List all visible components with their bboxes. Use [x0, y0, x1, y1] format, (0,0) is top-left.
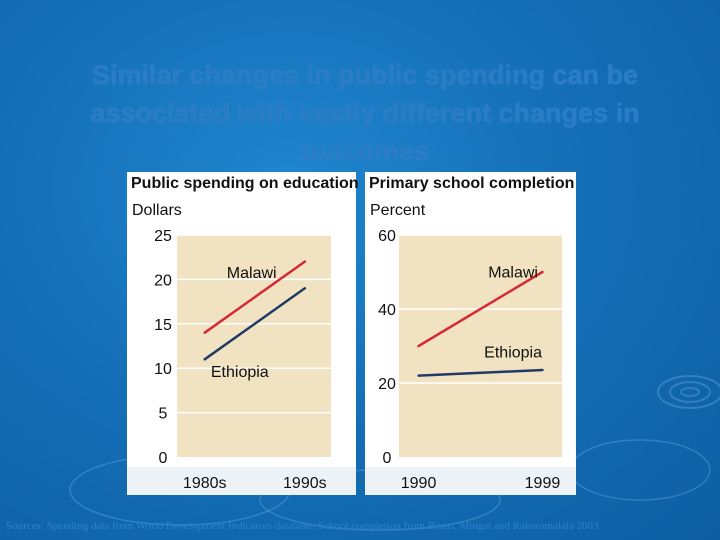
series-line-ethiopia	[417, 368, 544, 377]
x-tick-label: 1980s	[183, 475, 227, 492]
x-axis-strip	[127, 467, 356, 495]
x-axis-strip	[365, 467, 576, 495]
y-tick-label: 0	[383, 450, 392, 467]
y-tick-label: 20	[154, 272, 172, 289]
series-label-ethiopia: Ethiopia	[484, 344, 542, 361]
x-tick-label: 1990	[401, 475, 437, 492]
y-axis-label: Percent	[370, 202, 426, 219]
chart-title: Primary school completion	[369, 175, 575, 192]
series-line-ethiopia	[203, 287, 307, 361]
y-tick-label: 10	[154, 361, 172, 378]
y-tick-label: 15	[154, 317, 172, 334]
plot-area	[177, 235, 331, 457]
y-tick-label: 20	[378, 376, 396, 393]
slide-title: Similar changes in public spending can b…	[90, 60, 640, 166]
y-tick-label: 40	[378, 302, 396, 319]
y-tick-label: 25	[154, 228, 172, 245]
series-line-malawi	[417, 270, 544, 348]
completion-chart-panel: Primary school completion Percent 0 20 40 6…	[365, 172, 576, 495]
y-axis-label: Dollars	[132, 202, 182, 219]
spending-line-chart: 0 5 10 15 20 25 1980s 1990s Malawi Ethiopia	[127, 228, 356, 495]
series-label-malawi: Malawi	[227, 265, 277, 282]
series-label-malawi: Malawi	[488, 265, 538, 282]
spending-chart-panel: Public spending on education Dollars 0 5 1…	[127, 172, 359, 495]
source-note: Sources: Spending data from World Develo…	[6, 520, 599, 532]
plot-area	[399, 235, 562, 457]
completion-line-chart: 0 20 40 60 1990 1999 Malawi Ethiopia	[365, 228, 576, 495]
series-label-ethiopia: Ethiopia	[211, 364, 269, 381]
series-line-malawi	[203, 260, 307, 334]
x-tick-label: 1999	[525, 475, 561, 492]
x-tick-label: 1990s	[283, 475, 327, 492]
y-tick-label: 60	[378, 228, 396, 245]
chart-title: Public spending on education	[131, 175, 359, 192]
y-tick-label: 5	[159, 406, 168, 423]
y-tick-label: 0	[159, 450, 168, 467]
